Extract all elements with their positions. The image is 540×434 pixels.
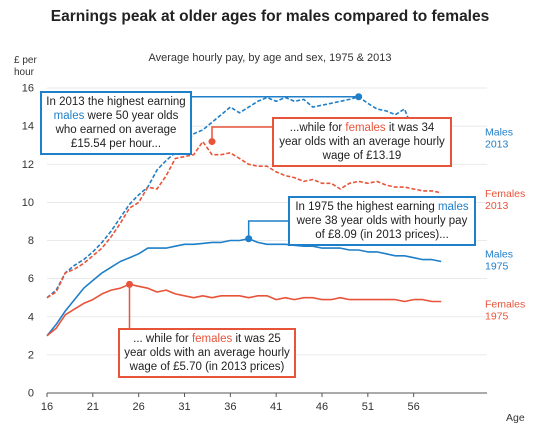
callout-text: were 50 year olds who earned on average … [55,110,179,150]
x-tick-label: 31 [178,401,190,413]
chart-subtitle: Average hourly pay, by age and sex, 1975… [148,52,392,64]
callout-highlight: females [345,122,386,134]
series-end-label: 1975 [485,311,509,323]
series-line-females-1975 [46,283,442,337]
callout-highlight: males [437,201,469,213]
peak-marker [126,280,133,288]
x-tick-label: 56 [408,401,420,413]
peak-marker [355,93,363,101]
y-tick-label: 12 [22,159,34,171]
y-tick-label: 14 [22,121,34,133]
callout-text: were 38 year olds with hourly pay of £8.… [296,215,468,241]
y-tick-label: 6 [28,273,34,285]
callout-text: In 2013 the highest earning [46,96,186,108]
series-end-label: Females [485,188,525,200]
series-end-label: Males [485,248,513,260]
series-end-label: 2013 [485,138,509,150]
x-axis-label: Age [506,412,525,424]
callout-text: it was 25 year olds with an average hour… [124,333,290,373]
callout-text: ...while for [289,122,346,134]
series-end-label: 2013 [485,200,509,212]
callout-highlight: males [53,110,85,122]
callout-connector [247,220,288,239]
x-tick-label: 41 [270,401,282,413]
y-tick-label: 10 [22,197,34,209]
y-tick-label: 2 [28,349,34,361]
y-tick-label: 0 [28,388,34,400]
callout-males-2013: In 2013 the highest earning males were 5… [40,91,192,155]
series-line-males-1975 [46,238,442,337]
callout-highlight: females [191,333,233,345]
peak-marker [245,235,253,243]
y-axis-unit-label: £ per hour [14,55,37,78]
peak-marker [208,138,216,146]
callout-females-2013: ...while for females it was 34 year olds… [272,117,452,167]
x-tick-label: 26 [133,401,145,413]
x-tick-label: 21 [87,401,99,413]
callout-females-1975: ... while for females it was 25 year old… [118,328,296,378]
x-tick-label: 46 [316,401,328,413]
series-line-males-2013 [46,96,442,299]
series-end-label: Males [485,126,513,138]
x-tick-label: 51 [362,401,374,413]
callout-text: ... while for [133,333,192,345]
callout-males-1975: In 1975 the highest earning males were 3… [288,196,476,246]
chart-title: Earnings peak at older ages for males co… [50,8,490,25]
y-tick-label: 16 [22,83,34,95]
series-line-females-2013 [46,140,442,299]
x-tick-label: 36 [224,401,236,413]
y-tick-label: 4 [28,311,34,323]
x-tick-label: 16 [41,401,53,413]
series-end-label: Females [485,299,525,311]
y-tick-label: 8 [28,235,34,247]
callout-connector [211,126,272,142]
series-end-label: 1975 [485,260,509,272]
callout-text: In 1975 the highest earning [295,201,438,213]
callout-text: it was 34 year olds with an average hour… [279,122,445,162]
